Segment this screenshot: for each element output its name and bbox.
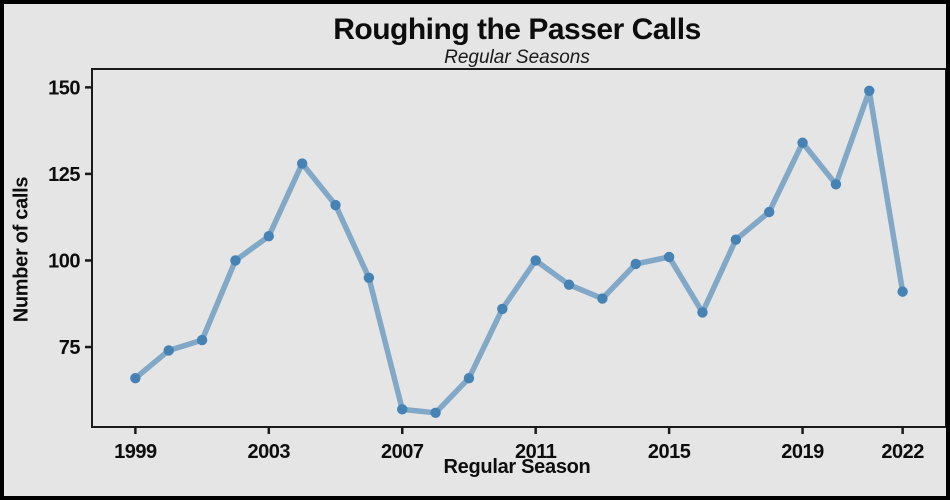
data-point xyxy=(597,293,608,304)
line-series xyxy=(132,88,906,416)
data-point xyxy=(763,206,775,218)
data-point xyxy=(397,404,408,415)
data-point xyxy=(897,286,908,297)
y-tick-label: 125 xyxy=(48,164,80,186)
data-point xyxy=(563,279,575,290)
line-chart-plot-area: 75 100 125 150 1999 2003 2007 2011 2015 2019 2022 xyxy=(48,68,946,463)
data-point xyxy=(196,334,208,346)
x-tick-label: 2003 xyxy=(248,441,291,463)
data-point xyxy=(730,234,742,245)
data-point xyxy=(497,303,508,315)
y-tick-label: 150 xyxy=(48,77,80,99)
x-tick-label: 2015 xyxy=(648,441,691,463)
data-point xyxy=(630,258,641,270)
x-tick-label: 2022 xyxy=(881,441,924,463)
data-point xyxy=(296,158,308,169)
chart-title: Roughing the Passer Calls xyxy=(333,13,701,46)
x-tick-label: 1999 xyxy=(114,441,157,463)
data-point xyxy=(463,372,475,384)
x-tick-label: 2019 xyxy=(781,441,824,463)
data-point xyxy=(430,407,441,419)
data-point xyxy=(697,307,708,318)
data-point xyxy=(663,251,675,263)
data-point xyxy=(130,372,141,384)
y-tick-label: 75 xyxy=(59,337,81,359)
data-point xyxy=(363,272,375,283)
data-point xyxy=(830,179,842,190)
panel-border xyxy=(91,68,946,428)
data-point xyxy=(797,137,808,148)
data-point xyxy=(230,255,241,266)
chart-subtitle: Regular Seasons xyxy=(444,47,590,68)
x-axis-label: Regular Season xyxy=(443,456,591,478)
data-point xyxy=(330,199,341,211)
data-point xyxy=(864,85,875,97)
y-tick-label: 100 xyxy=(48,250,80,272)
y-axis-label: Number of calls xyxy=(10,176,33,323)
data-point xyxy=(530,255,541,266)
x-tick-label: 2007 xyxy=(381,441,424,463)
data-point xyxy=(263,231,275,242)
data-point xyxy=(163,345,174,356)
x-tick-label: 2011 xyxy=(515,441,557,463)
